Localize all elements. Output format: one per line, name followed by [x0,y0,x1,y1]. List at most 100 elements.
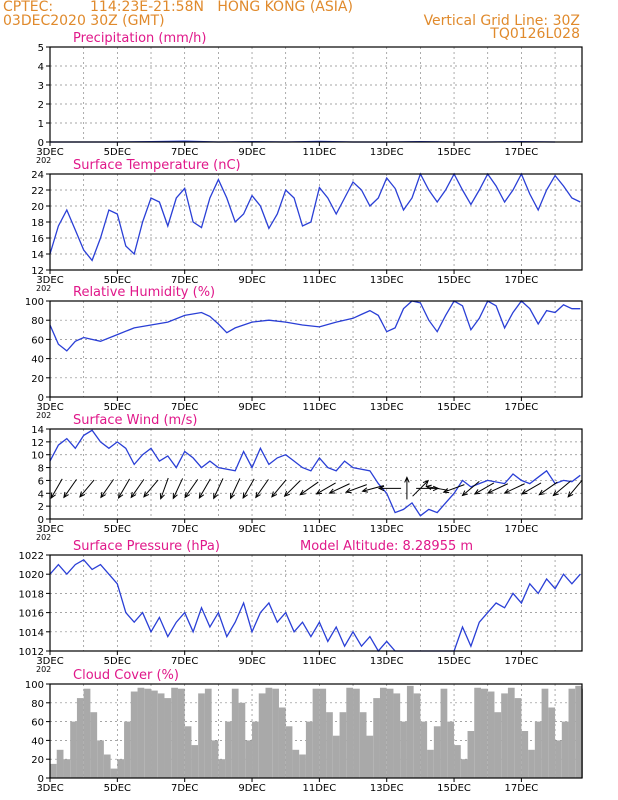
x-tick-label: 11DEC [302,402,336,413]
y-tick-label: 0 [38,138,44,149]
cloud-bar [514,698,522,778]
x-tick-label: 11DEC [302,656,336,667]
cloud-bar [379,687,387,778]
cloud-bar [56,749,64,778]
cloud-bar [76,698,84,778]
cloud-bar [440,688,448,778]
panel-title: Surface Wind (m/s) [73,413,197,428]
wind-arrow [538,481,558,496]
wind-arrow-shaft [79,479,95,498]
panel-frame [49,683,583,779]
y-tick-label: 0 [38,515,44,526]
cloud-bar [433,726,441,778]
cloud-bar [528,749,535,778]
cloud-bar [319,688,327,778]
y-tick-label: 1018 [19,589,44,600]
wind-arrow [425,484,449,491]
cloud-bar [406,685,414,778]
x-tick-label: 5DEC [104,275,131,286]
wind-arrow-shaft [443,484,465,493]
cloud-bar [413,693,421,778]
cloud-bar [225,721,232,778]
wind-arrow-shaft [213,478,224,499]
wind-arrow-shaft [553,480,571,496]
y-tick-label: 2 [38,502,44,513]
x-tick-label: 13DEC [370,147,404,158]
y-tick-label: 22 [31,186,44,197]
wind-arrow-head [117,492,124,499]
cloud-bar [198,693,205,778]
cloud-bar [353,688,360,778]
wind-arrow-shaft [539,481,558,496]
wind-arrow-shaft [230,478,241,499]
x-tick-label: 17DEC [505,402,539,413]
wind-arrow-head [315,489,323,495]
wind-arrow [520,482,542,495]
panel-title: Cloud Cover (%) [73,668,179,683]
y-tick-label: 20 [31,374,44,385]
wind-arrow [473,482,495,495]
cloud-bar [359,712,367,778]
wind-arrow [361,485,384,493]
cloud-bar [501,693,508,778]
cloud-bar [507,687,515,778]
wind-arrow-head [344,487,352,494]
x-tick-label: 9DEC [238,275,265,286]
x-tick-label: 9DEC [238,147,265,158]
wind-arrow [143,479,159,498]
wind-arrow-head [130,491,137,499]
cloud-bar [90,712,98,778]
wind-arrow-head [230,492,236,500]
x-tick-label: 17DEC [505,656,539,667]
wind-arrow-head [159,493,165,500]
wind-arrow [255,479,269,499]
wind-arrow [184,479,199,499]
cloud-bar [474,687,481,778]
wind-arrow-shaft [362,485,384,492]
wind-arrow-shaft [100,479,114,498]
panel-frame [49,173,583,271]
x-tick-label: 7DEC [171,402,198,413]
cloud-bar [555,740,562,778]
wind-arrow [283,480,301,498]
x-tick-label: 13DEC [370,524,404,535]
y-tick-label: 1022 [19,551,44,562]
wind-arrow-shaft [255,479,269,498]
x-tick-label: 17DEC [505,275,539,286]
cloud-bar [400,721,407,778]
wind-arrow-shaft [426,485,449,491]
x-tick-label: 7DEC [171,147,198,158]
cloud-bar [151,690,158,778]
x-tick-label: 9DEC [238,783,265,794]
wind-arrow-shaft [474,482,495,495]
x-tick-label: 7DEC [171,275,198,286]
y-tick-label: 8 [38,464,44,475]
y-tick-label: 1 [38,119,44,130]
wind-arrow [50,478,63,499]
x-tick-label: 3DEC [36,275,63,286]
cloud-bar [561,721,569,778]
cloud-bar [332,735,340,778]
wind-arrow-shaft [462,480,480,496]
cloud-bar [312,688,320,778]
cloud-bar [487,691,495,778]
cloud-bar [447,721,455,778]
wind-arrow-shaft [50,478,63,499]
wind-arrow [63,479,77,499]
wind-arrow-head [63,491,69,499]
panel-annotation: Model Altitude: 8.28955 m [300,539,473,554]
x-year-label: 202 [36,156,51,165]
header-code: TQ0126L028 [490,26,580,42]
wind-arrow-shaft [521,482,542,495]
cloud-bar [103,754,111,778]
wind-arrow-head [100,491,106,499]
cloud-bar [164,698,172,778]
wind-arrow-shaft [242,478,255,499]
wind-arrow-shaft [284,480,301,497]
x-tick-label: 15DEC [437,147,471,158]
wind-arrow-shaft [487,483,509,494]
wind-arrow [242,478,255,499]
cloud-bar [265,687,273,778]
cloud-bar [252,721,259,778]
wind-arrow-shaft [184,479,199,498]
